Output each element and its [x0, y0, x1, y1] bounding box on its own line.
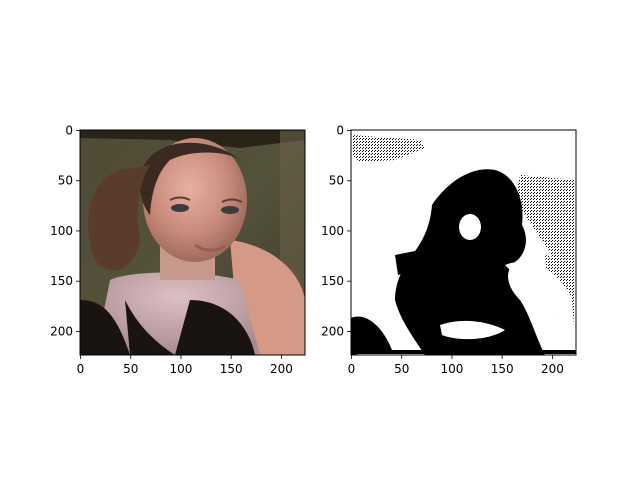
mask-ytick-label: 150: [321, 274, 344, 288]
mask-xtick-label: 50: [394, 362, 409, 376]
mask-ytick-label: 200: [321, 324, 344, 338]
photo-ytick-label: 150: [50, 274, 73, 288]
mask-ytick-label: 0: [336, 124, 344, 138]
mask-xtick-label: 200: [541, 362, 564, 376]
photo-ticks: 0 0 50 50 100 100 150 150 200 200: [50, 124, 293, 376]
thresholded-silhouette: [351, 130, 576, 355]
photo-xtick-label: 200: [270, 362, 293, 376]
mask-ytick-label: 100: [321, 224, 344, 238]
mask-xtick-label: 0: [348, 362, 356, 376]
photo-ytick-label: 100: [50, 224, 73, 238]
photo-axes: 0 0 50 50 100 100 150 150 200 200: [50, 124, 306, 376]
photo-frame: [79, 129, 306, 356]
photo-ytick-label: 0: [65, 124, 73, 138]
photo-ytick-label: 50: [58, 174, 73, 188]
mask-ytick-label: 50: [329, 174, 344, 188]
photo-xtick-label: 150: [220, 362, 243, 376]
photo-xtick-label: 50: [123, 362, 138, 376]
mask-xtick-label: 100: [440, 362, 463, 376]
mask-axes: 0 0 50 50 100 100 150 150 200 200: [321, 124, 577, 376]
photo-ytick-label: 200: [50, 324, 73, 338]
portrait-photo: [80, 130, 305, 355]
photo-xtick-label: 100: [169, 362, 192, 376]
mask-xtick-label: 150: [491, 362, 514, 376]
mask-frame: [350, 129, 577, 356]
photo-xtick-label: 0: [77, 362, 85, 376]
mask-ticks: 0 0 50 50 100 100 150 150 200 200: [321, 124, 564, 376]
